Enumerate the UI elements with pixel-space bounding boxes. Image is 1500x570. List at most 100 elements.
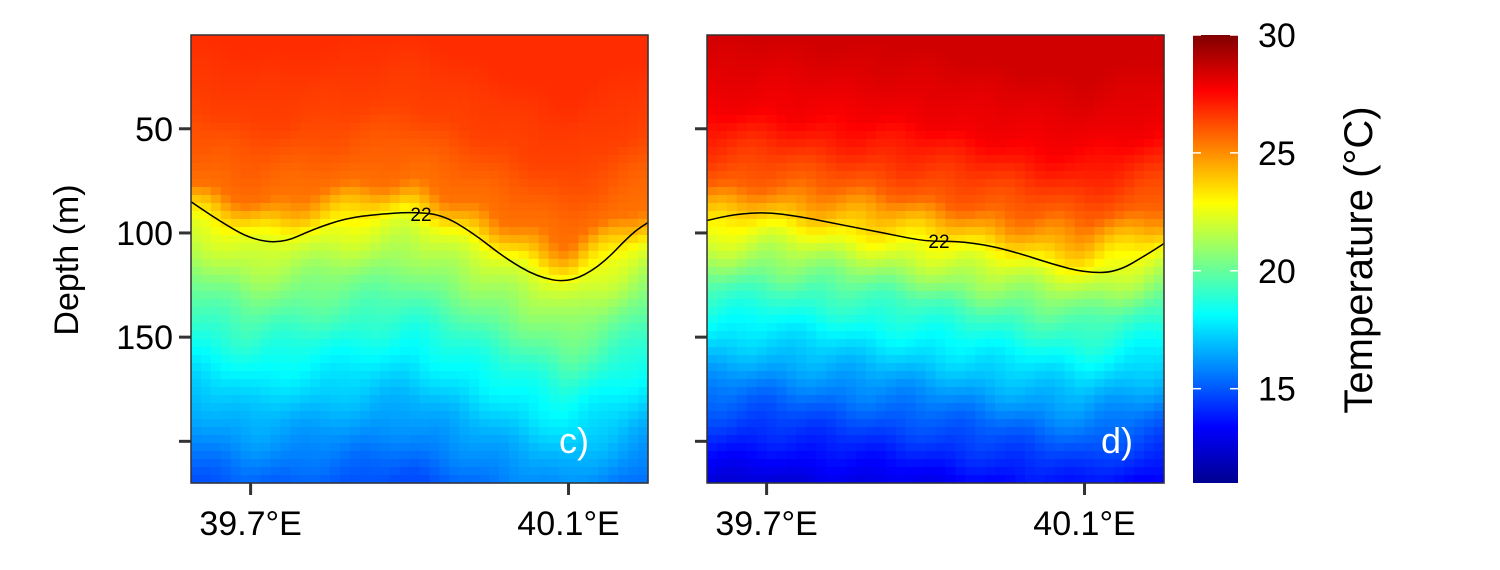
heatmap-cell (429, 51, 440, 60)
heatmap-cell (985, 467, 996, 476)
heatmap-cell (379, 403, 391, 412)
heatmap-cell (220, 347, 232, 356)
heatmap-cell (200, 51, 212, 60)
heatmap-cell (210, 227, 222, 236)
heatmap-cell (726, 203, 738, 212)
heatmap-cell (935, 307, 947, 316)
heatmap-cell (905, 243, 917, 252)
heatmap-cell (578, 299, 589, 308)
heatmap-cell (260, 403, 272, 412)
heatmap-cell (846, 443, 857, 452)
heatmap-cell (925, 307, 937, 316)
heatmap-cell (776, 291, 788, 300)
heatmap-cell (975, 451, 986, 460)
heatmap-cell (498, 155, 510, 164)
heatmap-cell (518, 347, 530, 356)
heatmap-cell (975, 179, 986, 188)
heatmap-cell (399, 163, 411, 172)
heatmap-cell (826, 115, 837, 124)
heatmap-cell (1114, 299, 1125, 308)
heatmap-cell (965, 211, 976, 220)
heatmap-cell (716, 203, 728, 212)
heatmap-cell (528, 59, 540, 68)
heatmap-cell (856, 395, 867, 404)
heatmap-cell (379, 83, 391, 92)
heatmap-cell (230, 203, 242, 212)
heatmap-cell (1114, 435, 1125, 444)
heatmap-cell (429, 75, 440, 84)
heatmap-cell (1074, 443, 1086, 452)
heatmap-cell (618, 243, 629, 252)
heatmap-cell (915, 283, 927, 292)
heatmap-cell (598, 387, 609, 396)
heatmap-cell (1094, 459, 1105, 468)
heatmap-cell (1084, 275, 1096, 284)
heatmap-cell (220, 99, 232, 108)
heatmap-cell (260, 315, 272, 324)
heatmap-cell (756, 451, 768, 460)
heatmap-cell (985, 411, 996, 420)
heatmap-cell (1094, 115, 1105, 124)
heatmap-cell (965, 83, 976, 92)
heatmap-cell (846, 83, 857, 92)
heatmap-cell (528, 379, 540, 388)
heatmap-cell (459, 355, 470, 364)
heatmap-cell (985, 83, 996, 92)
heatmap-cell (558, 315, 570, 324)
heatmap-cell (608, 115, 619, 124)
heatmap-cell (439, 259, 450, 268)
heatmap-cell (379, 59, 391, 68)
heatmap-cell (429, 187, 440, 196)
heatmap-cell (558, 387, 570, 396)
heatmap-cell (618, 331, 629, 340)
heatmap-cell (895, 211, 907, 220)
heatmap-cell (300, 387, 311, 396)
heatmap-cell (310, 243, 321, 252)
heatmap-cell (439, 187, 450, 196)
heatmap-cell (210, 443, 222, 452)
heatmap-cell (310, 251, 321, 260)
heatmap-cell (955, 331, 966, 340)
heatmap-cell (985, 387, 996, 396)
heatmap-cell (1074, 331, 1086, 340)
heatmap-cell (1044, 91, 1056, 100)
heatmap-cell (746, 315, 758, 324)
heatmap-cell (1114, 43, 1125, 52)
heatmap-cell (1074, 363, 1086, 372)
heatmap-cell (965, 387, 976, 396)
heatmap-cell (260, 339, 272, 348)
heatmap-cell (736, 163, 748, 172)
heatmap-cell (1014, 163, 1026, 172)
heatmap-cell (975, 51, 986, 60)
heatmap-cell (746, 475, 758, 484)
heatmap-cell (439, 411, 450, 420)
heatmap-cell (578, 403, 589, 412)
heatmap-cell (905, 371, 917, 380)
heatmap-cell (895, 267, 907, 276)
heatmap-cell (250, 43, 262, 52)
heatmap-cell (191, 227, 202, 236)
heatmap-cell (558, 139, 570, 148)
heatmap-cell (826, 211, 837, 220)
heatmap-cell (439, 323, 450, 332)
heatmap-cell (220, 299, 232, 308)
heatmap-cell (756, 51, 768, 60)
heatmap-cell (280, 139, 291, 148)
heatmap-cell (1104, 427, 1115, 436)
heatmap-cell (399, 427, 411, 436)
heatmap-cell (210, 347, 222, 356)
heatmap-cell (419, 323, 431, 332)
heatmap-cell (399, 331, 411, 340)
heatmap-cell (498, 403, 510, 412)
heatmap-cell (1104, 99, 1115, 108)
heatmap-cell (945, 403, 956, 412)
heatmap-cell (1005, 267, 1016, 276)
heatmap-cell (330, 139, 341, 148)
heatmap-cell (1104, 155, 1115, 164)
heatmap-cell (746, 211, 758, 220)
heatmap-cell (806, 211, 817, 220)
heatmap-cell (429, 131, 440, 140)
heatmap-cell (925, 315, 937, 324)
heatmap-cell (1044, 115, 1056, 124)
heatmap-cell (816, 219, 827, 228)
